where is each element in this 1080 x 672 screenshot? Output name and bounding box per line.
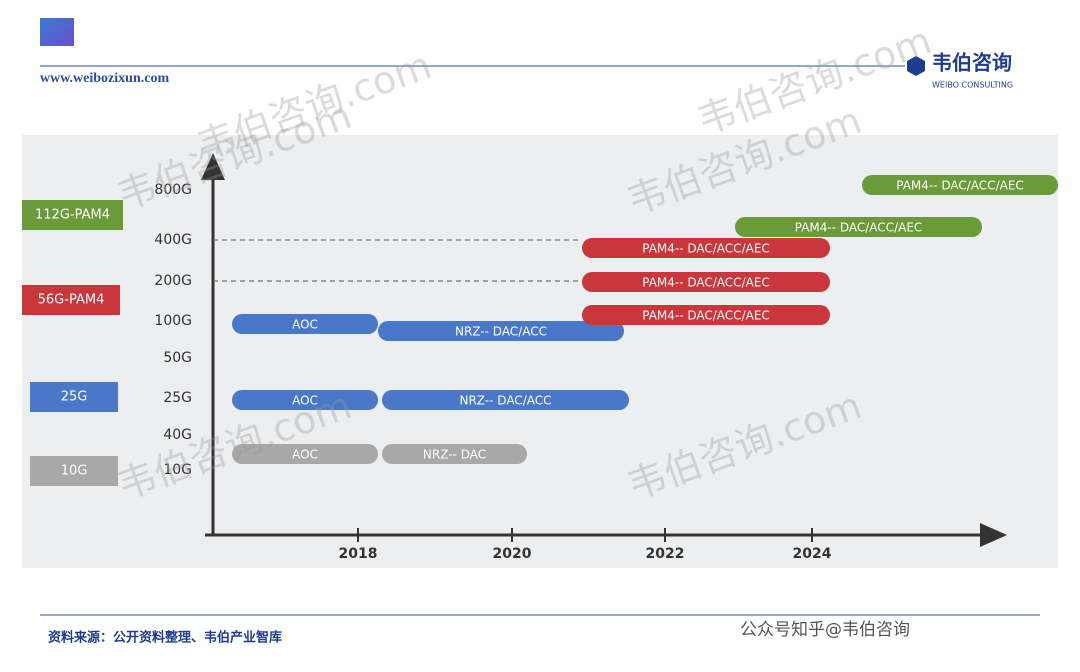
bar-label: AOC [292, 394, 318, 408]
y-label: 40G [163, 427, 192, 443]
x-label: 2020 [493, 546, 532, 562]
roadmap-bar: AOC [232, 314, 378, 334]
roadmap-bar: NRZ-- DAC/ACC [378, 321, 624, 341]
x-label: 2024 [793, 546, 832, 562]
legend-label: 112G-PAM4 [35, 208, 110, 223]
header-icon [40, 18, 74, 46]
roadmap-bar: PAM4-- DAC/ACC/AEC [735, 217, 982, 237]
legend-box [30, 382, 118, 412]
bar-shape [582, 272, 830, 292]
legend-box [22, 200, 123, 230]
bar-label: PAM4-- DAC/ACC/AEC [896, 179, 1024, 193]
bar-label: NRZ-- DAC [423, 448, 486, 462]
bar-shape [232, 390, 378, 410]
bar-shape [582, 238, 830, 258]
logo-subtext: WEIBO CONSULTING [932, 81, 1013, 90]
chart-panel [22, 135, 1058, 568]
bar-shape [862, 175, 1058, 195]
y-label: 800G [154, 182, 192, 198]
roadmap-bar: NRZ-- DAC/ACC [382, 390, 629, 410]
footer-source: 资料来源：公开资料整理、韦伯产业智库 [48, 630, 282, 646]
legend-box [22, 285, 120, 315]
bar-label: NRZ-- DAC/ACC [459, 394, 551, 408]
roadmap-bar: NRZ-- DAC [382, 444, 527, 464]
bar-shape [232, 444, 378, 464]
roadmap-bar: PAM4-- DAC/ACC/AEC [862, 175, 1058, 195]
bar-label: AOC [292, 448, 318, 462]
x-label: 2022 [646, 546, 685, 562]
y-label: 50G [163, 350, 192, 366]
y-label: 10G [163, 462, 192, 478]
logo-mark [907, 56, 925, 76]
y-label: 25G [163, 390, 192, 406]
roadmap-bar: PAM4-- DAC/ACC/AEC [582, 238, 830, 258]
legend-label: 56G-PAM4 [38, 293, 105, 308]
roadmap-bar: PAM4-- DAC/ACC/AEC [582, 305, 830, 325]
y-label: 400G [154, 232, 192, 248]
header-url: www.weibozixun.com [40, 71, 169, 86]
footer-wechat: 公众号知乎@韦伯咨询 [740, 620, 910, 640]
bar-label: PAM4-- DAC/ACC/AEC [795, 221, 923, 235]
roadmap-bar: AOC [232, 390, 378, 410]
legend-label: 25G [61, 390, 88, 405]
legend-box [30, 456, 118, 486]
bar-shape [382, 444, 527, 464]
bar-shape [582, 305, 830, 325]
roadmap-bar: AOC [232, 444, 378, 464]
bar-label: PAM4-- DAC/ACC/AEC [642, 276, 770, 290]
bar-label: PAM4-- DAC/ACC/AEC [642, 309, 770, 323]
bar-shape [232, 314, 378, 334]
bar-shape [378, 321, 624, 341]
bar-label: NRZ-- DAC/ACC [455, 325, 547, 339]
y-label: 200G [154, 273, 192, 289]
x-label: 2018 [339, 546, 378, 562]
bar-shape [382, 390, 629, 410]
roadmap-bar: PAM4-- DAC/ACC/AEC [582, 272, 830, 292]
bar-shape [735, 217, 982, 237]
y-label: 100G [154, 313, 192, 329]
bar-label: PAM4-- DAC/ACC/AEC [642, 242, 770, 256]
bar-label: AOC [292, 318, 318, 332]
logo-text: 韦伯咨询 [932, 51, 1012, 75]
legend-label: 10G [61, 464, 88, 479]
